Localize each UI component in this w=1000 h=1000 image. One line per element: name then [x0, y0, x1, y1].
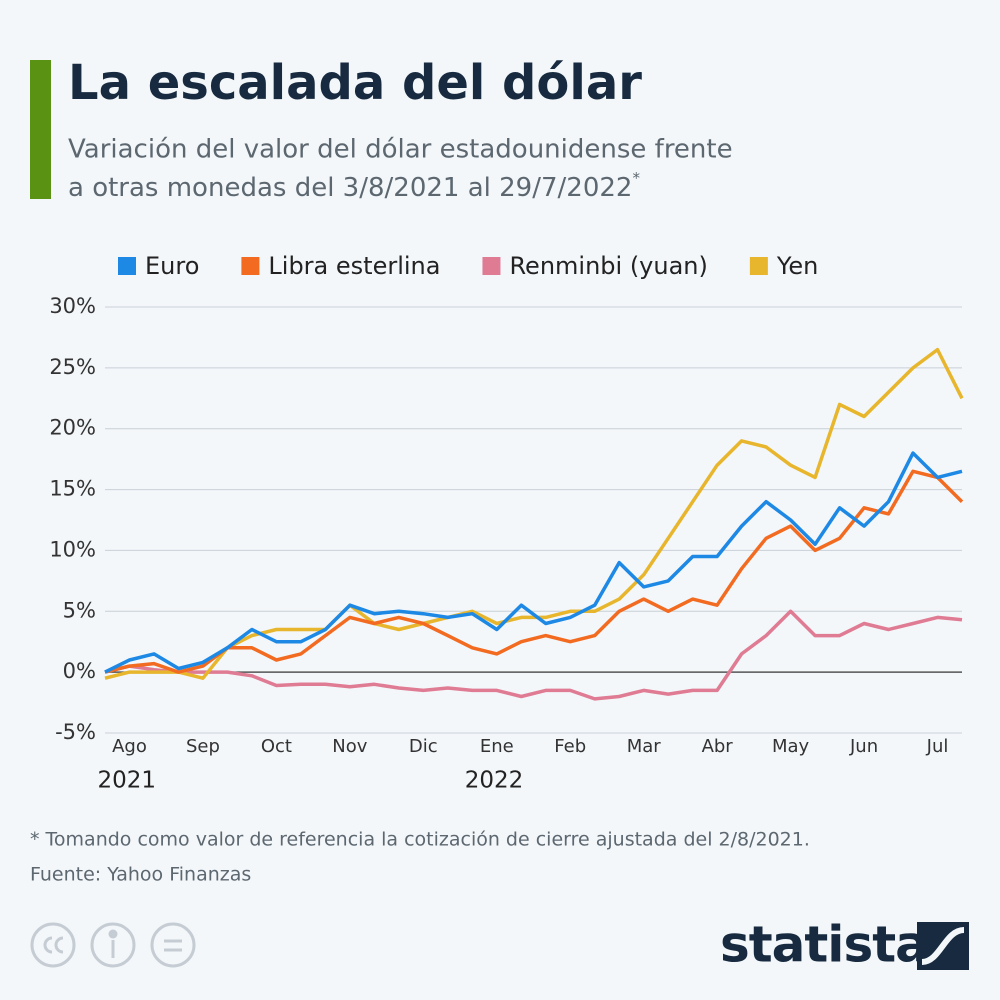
- brand: statista: [720, 916, 928, 974]
- legend-swatch: [482, 257, 501, 275]
- x-tick-label: Ene: [480, 736, 514, 757]
- legend-label: Renminbi (yuan): [509, 252, 707, 280]
- series-line: [104, 451, 963, 674]
- series-line: [104, 609, 963, 701]
- subtitle: a otras monedas del 3/8/2021 al 29/7/202…: [68, 169, 640, 203]
- x-tick-label: Oct: [261, 736, 292, 757]
- y-tick-label: 15%: [49, 477, 96, 501]
- legend-label: Libra esterlina: [268, 252, 440, 280]
- chart-title: La escalada del dólar: [68, 55, 642, 111]
- legend-label: Yen: [776, 252, 818, 280]
- x-tick-label: Jun: [849, 736, 878, 757]
- legend: Euro Libra esterlina Renminbi (yuan) Yen: [118, 252, 818, 280]
- y-tick-label: 5%: [63, 598, 96, 622]
- x-tick-label: Dic: [409, 736, 438, 757]
- y-tick-label: 10%: [49, 537, 96, 561]
- y-tick-label: 0%: [63, 659, 96, 683]
- brand-icon: [917, 922, 969, 970]
- y-tick-label: -5%: [55, 720, 96, 744]
- license-icons: [30, 922, 196, 968]
- source: Fuente: Yahoo Finanzas: [30, 864, 251, 886]
- legend-swatch: [118, 257, 136, 275]
- x-tick-label: May: [772, 736, 810, 757]
- subtitle-line: a otras monedas del 3/8/2021 al 29/7/202…: [68, 173, 632, 203]
- legend-label: Euro: [145, 252, 199, 280]
- x-tick-label: Jul: [926, 736, 949, 757]
- x-tick-label: Ago: [112, 736, 147, 757]
- legend-swatch: [241, 257, 260, 275]
- legend-swatch: [749, 257, 768, 275]
- y-tick-label: 30%: [49, 294, 96, 318]
- note-mark: *: [632, 169, 640, 187]
- x-tick-label: Sep: [186, 736, 220, 757]
- series-line: [104, 469, 964, 674]
- x-tick-label: Mar: [627, 736, 662, 757]
- subtitle: Variación del valor del dólar estadounid…: [68, 135, 733, 165]
- footnote: * Tomando como valor de referencia la co…: [30, 829, 810, 851]
- y-tick-label: 20%: [49, 416, 96, 440]
- x-tick-label: Abr: [702, 736, 734, 757]
- accent-bar: [30, 60, 51, 199]
- x-tick-label: Nov: [332, 736, 367, 757]
- x-tick-label: Feb: [554, 736, 586, 757]
- y-tick-label: 25%: [49, 355, 96, 379]
- series-line: [104, 347, 964, 680]
- x-group-label: 2021: [97, 768, 156, 794]
- x-group-label: 2022: [465, 768, 524, 794]
